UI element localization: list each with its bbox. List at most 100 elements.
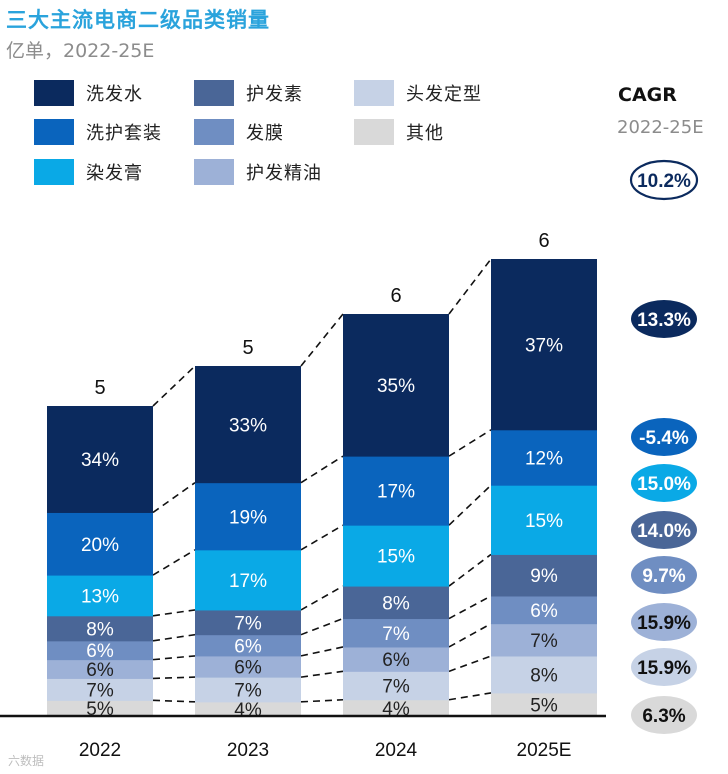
data-label: 35%: [377, 376, 415, 397]
legend-label: 护发精油: [246, 163, 322, 184]
x-tick-label: 2024: [375, 740, 418, 761]
data-label: 7%: [234, 613, 262, 634]
connector-line: [152, 609, 196, 617]
legend-label: 洗发水: [86, 84, 143, 105]
bar-segment: [47, 678, 153, 701]
bar-segment: [491, 655, 597, 694]
data-label: 9%: [530, 566, 558, 587]
connector-line: [448, 622, 492, 648]
connector-line: [300, 617, 344, 636]
cagr-badge-shape: [631, 696, 697, 734]
legend-item: 护发精油: [194, 159, 322, 185]
legend-swatch: [34, 159, 74, 185]
connector-line: [152, 699, 196, 703]
data-label: 20%: [81, 535, 119, 556]
connector-line: [448, 595, 492, 620]
data-label: 4%: [382, 699, 410, 720]
bar-segment: [195, 482, 301, 551]
cagr-badge: 9.7%: [642, 566, 685, 587]
cagr-badge-shape: [631, 556, 697, 594]
cagr-badge: 13.3%: [637, 310, 691, 331]
connector-line: [152, 482, 196, 514]
bar-segment: [47, 659, 153, 679]
legend-item: 洗护套装: [34, 119, 162, 145]
bar-segment: [343, 525, 449, 587]
bar-segment: [491, 692, 597, 717]
bar-segment: [195, 634, 301, 657]
cagr-badge: 15.0%: [637, 474, 691, 495]
data-label: 6%: [530, 601, 558, 622]
connector-line: [300, 455, 344, 484]
connector-line: [300, 670, 344, 678]
data-label: 33%: [229, 415, 267, 436]
cagr-total-badge-shape: [629, 159, 699, 201]
legend-swatch: [194, 80, 234, 106]
data-label: 15%: [377, 547, 415, 568]
cagr-badge: 15.9%: [637, 658, 691, 679]
bar-segment: [195, 677, 301, 703]
cagr-badge: 15.9%: [637, 613, 691, 634]
data-label: 6%: [382, 650, 410, 671]
bar-segment: [491, 429, 597, 486]
total-label: 6: [390, 285, 401, 307]
cagr-badge-shape: [631, 511, 697, 549]
bar-segment: [343, 646, 449, 672]
cagr-badge-shape: [631, 300, 697, 338]
data-label: 6%: [86, 660, 114, 681]
data-label: 17%: [229, 571, 267, 592]
cagr-badge-shape: [631, 418, 697, 456]
cagr-total-badge: 10.2%: [637, 171, 691, 192]
legend-swatch: [354, 80, 394, 106]
data-label: 7%: [382, 677, 410, 698]
bar-segment: [491, 554, 597, 597]
legend-item: 洗发水: [34, 80, 143, 106]
connector-line: [152, 676, 196, 680]
legend-swatch: [194, 119, 234, 145]
bar-segment: [491, 623, 597, 657]
bar-segment: [343, 314, 449, 457]
bar-segment: [491, 595, 597, 625]
data-label: 5%: [530, 695, 558, 716]
connector-line: [448, 258, 492, 315]
cagr-badge-shape: [631, 603, 697, 641]
bar-segment: [47, 512, 153, 576]
connector-line: [152, 365, 196, 407]
connector-line: [152, 655, 196, 661]
connector-line: [300, 313, 344, 367]
legend-item: 护发素: [194, 80, 303, 106]
connector-line: [300, 585, 344, 611]
data-label: 6%: [234, 658, 262, 679]
data-label: 15%: [525, 511, 563, 532]
data-label: 7%: [382, 624, 410, 645]
connector-line: [448, 484, 492, 526]
legend-swatch: [34, 80, 74, 106]
bar-segment: [343, 699, 449, 717]
data-label: 8%: [86, 619, 114, 640]
connector-line: [448, 655, 492, 673]
bar-segment: [343, 586, 449, 620]
legend-swatch: [194, 159, 234, 185]
legend-label: 护发素: [246, 84, 303, 105]
data-label: 4%: [234, 700, 262, 721]
data-label: 37%: [525, 335, 563, 356]
bar-segment: [343, 456, 449, 526]
chart-title: 三大主流电商二级品类销量: [6, 8, 270, 32]
data-label: 8%: [530, 665, 558, 686]
data-label: 8%: [382, 593, 410, 614]
cagr-badge: 6.3%: [642, 706, 685, 727]
bar-segment: [491, 259, 597, 431]
bar-segment: [491, 485, 597, 555]
data-label: 6%: [86, 641, 114, 662]
legend-item: 染发膏: [34, 159, 143, 185]
watermark: 六数据: [8, 754, 45, 768]
connector-line: [300, 646, 344, 657]
bar-segment: [47, 615, 153, 642]
bar-segment: [195, 366, 301, 484]
data-label: 7%: [86, 680, 114, 701]
bar-segment: [195, 701, 301, 717]
connector-line: [300, 524, 344, 551]
x-tick-label: 2022: [79, 740, 121, 761]
legend-item: 发膜: [194, 119, 284, 145]
connector-line: [448, 553, 492, 587]
legend-item: 其他: [354, 119, 444, 145]
